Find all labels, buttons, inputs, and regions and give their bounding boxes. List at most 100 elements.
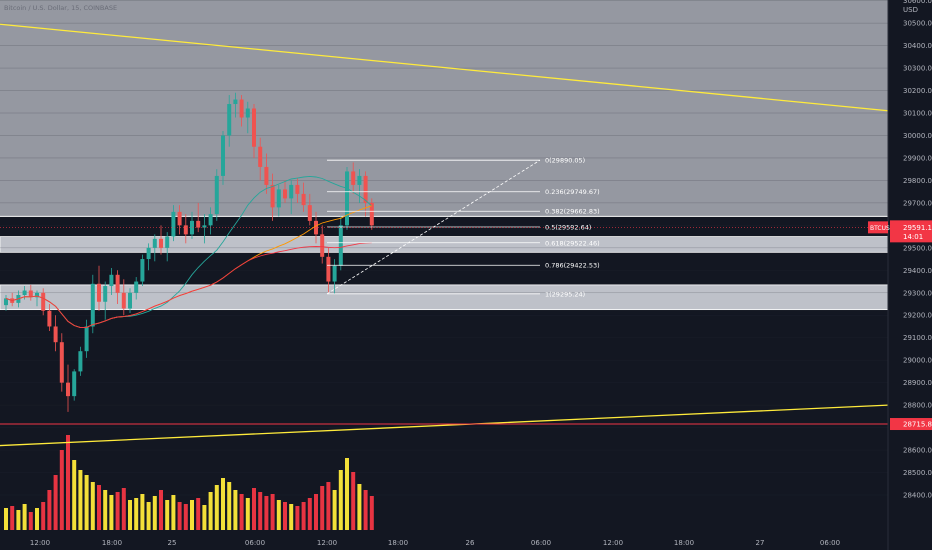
fibonacci-layer[interactable]: 0(29890.05) 0.236(29749.67) 0.382(29662.83…: [326, 157, 600, 299]
time-tick-label: 18:00: [388, 539, 408, 547]
time-tick-label: 18:00: [674, 539, 694, 547]
volume-bar: [84, 475, 89, 530]
volume-bar: [53, 475, 58, 530]
candle-body[interactable]: [345, 171, 349, 226]
volume-bar: [78, 470, 83, 530]
candle-body[interactable]: [72, 371, 77, 397]
candle-body[interactable]: [289, 184, 294, 199]
volume-bar: [47, 490, 52, 530]
volume-bar: [208, 492, 213, 530]
time-tick-label: 06:00: [531, 539, 551, 547]
fib-trend-line[interactable]: [326, 159, 541, 295]
fib-level-label: 0.382(29662.83): [545, 208, 600, 216]
volume-bar: [152, 496, 157, 530]
candle-body[interactable]: [159, 238, 163, 248]
candle-body[interactable]: [245, 108, 250, 118]
lower-trendline[interactable]: [0, 404, 889, 447]
candle-body[interactable]: [66, 382, 70, 397]
candle-body[interactable]: [128, 292, 132, 309]
symbol-tag[interactable]: [868, 221, 888, 234]
volume-bar: [72, 460, 77, 530]
volume-bar: [97, 485, 101, 530]
candle-body[interactable]: [326, 256, 331, 282]
price-tick-label: 29900.00: [903, 154, 932, 162]
candle-body[interactable]: [41, 292, 46, 311]
candle-body[interactable]: [97, 283, 101, 302]
candle-body[interactable]: [301, 193, 306, 206]
candle-body[interactable]: [171, 211, 176, 237]
volume-bar: [22, 504, 27, 530]
candle-body[interactable]: [369, 202, 374, 226]
candle-body[interactable]: [78, 351, 83, 372]
candle-body[interactable]: [152, 238, 157, 248]
last-price-tag[interactable]: [890, 220, 932, 243]
candle-body[interactable]: [227, 104, 232, 136]
candle-body[interactable]: [351, 171, 356, 185]
candle-body[interactable]: [47, 310, 52, 327]
candle-body[interactable]: [84, 326, 89, 352]
candle-body[interactable]: [363, 175, 368, 203]
candle-body[interactable]: [53, 326, 58, 343]
lower-zone[interactable]: [0, 284, 889, 311]
candle-body[interactable]: [258, 146, 263, 167]
zone-layer: [0, 0, 889, 311]
candle-body[interactable]: [295, 184, 300, 194]
time-tick-label: 12:00: [603, 539, 623, 547]
candle-body[interactable]: [276, 189, 281, 208]
candle-body[interactable]: [35, 292, 39, 298]
candle-body[interactable]: [208, 214, 213, 226]
candle-body[interactable]: [320, 234, 325, 257]
symbol-tag-label: BTCUSD: [870, 225, 895, 232]
candle-body[interactable]: [28, 290, 33, 298]
candle-body[interactable]: [109, 274, 114, 287]
price-tick-label: 29400.00: [903, 267, 932, 275]
candle-body[interactable]: [307, 205, 312, 221]
candle-body[interactable]: [357, 175, 362, 185]
last-price-value: 29591.17: [903, 224, 932, 232]
candle-body[interactable]: [202, 225, 207, 228]
volume-bar: [109, 495, 114, 530]
candle-body[interactable]: [22, 290, 27, 296]
candle-body[interactable]: [283, 189, 287, 199]
volume-bar: [276, 500, 281, 530]
candle-body[interactable]: [4, 298, 8, 306]
candle-body[interactable]: [103, 286, 108, 302]
candle-body[interactable]: [121, 292, 126, 309]
upper-zone[interactable]: [0, 0, 888, 217]
candle-body[interactable]: [177, 211, 182, 226]
candle-body[interactable]: [264, 166, 269, 185]
volume-bar: [121, 488, 126, 530]
candle-body[interactable]: [270, 184, 275, 208]
volume-bar: [320, 486, 325, 530]
candle-body[interactable]: [233, 99, 238, 105]
candle-body[interactable]: [196, 220, 201, 228]
time-axis[interactable]: 12:00 18:00 25 06:00 12:00 18:00 26 06:00 12:00 1…: [30, 539, 840, 547]
upper-trendline[interactable]: [0, 23, 889, 112]
volume-bar: [134, 498, 139, 530]
volume-bar: [239, 494, 244, 530]
middle-zone[interactable]: [0, 236, 889, 253]
candle-body[interactable]: [214, 175, 219, 215]
volume-bar: [326, 482, 331, 530]
candle-body[interactable]: [59, 342, 64, 383]
candle-body[interactable]: [140, 259, 145, 282]
candle-body[interactable]: [332, 265, 337, 282]
candle-body[interactable]: [165, 236, 170, 248]
candle-body[interactable]: [146, 247, 151, 260]
candle-body[interactable]: [252, 108, 256, 147]
candle-body[interactable]: [338, 225, 343, 266]
trendline-layer[interactable]: [0, 23, 889, 447]
candle-body[interactable]: [183, 225, 188, 235]
candle-body[interactable]: [90, 283, 95, 327]
candle-body[interactable]: [239, 99, 244, 118]
volume-bar: [35, 508, 39, 530]
price-tick-label: 30000.00: [903, 132, 932, 140]
volume-bar: [301, 502, 306, 530]
candle-body[interactable]: [221, 135, 225, 176]
candle-body[interactable]: [134, 281, 139, 293]
candle-body[interactable]: [115, 274, 120, 293]
marked-price-tag[interactable]: [890, 418, 932, 431]
